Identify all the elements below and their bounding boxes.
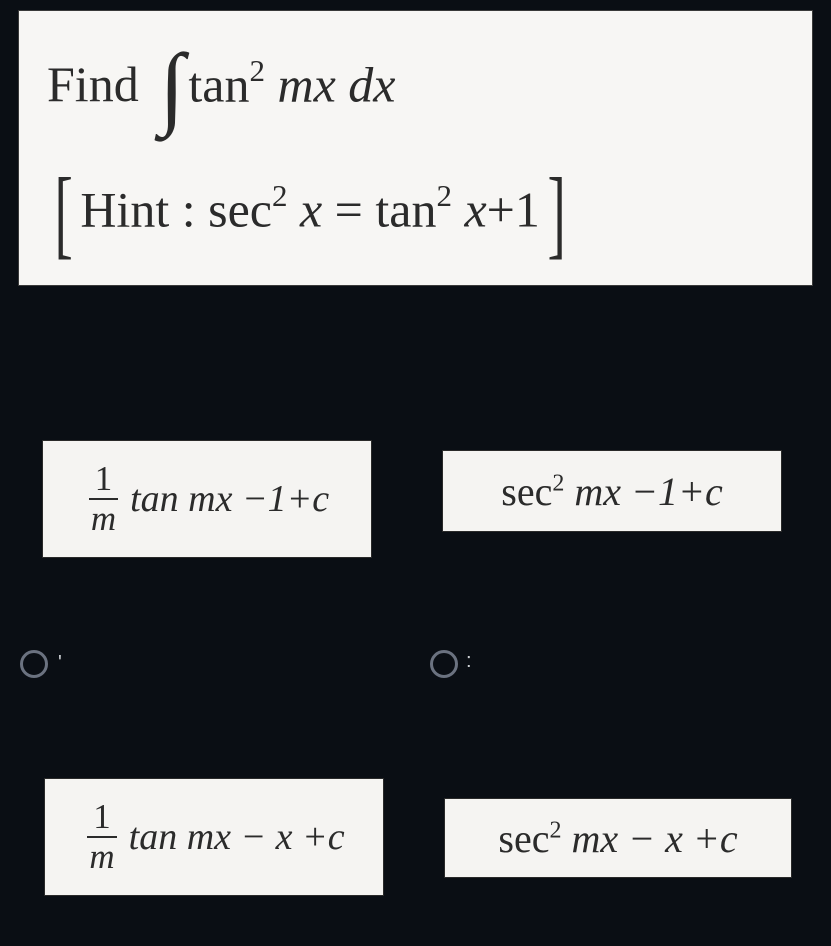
radio-option-2[interactable] xyxy=(430,650,458,678)
hint-rhs-tail: +1 xyxy=(487,182,540,238)
question-box: Find ∫ tan2 mx dx [ Hint : sec2 x = tan2… xyxy=(18,10,813,286)
question-line-1: Find ∫ tan2 mx dx xyxy=(47,29,784,139)
hint-lhs-var: x xyxy=(287,182,322,238)
answer-option-2[interactable]: sec2 mx −1+c xyxy=(442,450,782,532)
answer-3-fraction: 1 m xyxy=(83,800,120,875)
integrand-arg: mx dx xyxy=(265,57,396,113)
hint-eq: = xyxy=(322,182,375,238)
radio-option-1[interactable] xyxy=(20,650,48,678)
left-bracket-icon: [ xyxy=(54,163,72,263)
answer-4-exp: 2 xyxy=(549,817,561,843)
answer-3-num: 1 xyxy=(87,800,116,838)
hint-lhs-exp: 2 xyxy=(272,178,288,213)
answer-option-1[interactable]: 1 m tan mx −1+c xyxy=(42,440,372,558)
answer-option-3[interactable]: 1 m tan mx − x +c xyxy=(44,778,384,896)
find-label: Find xyxy=(47,59,151,109)
answer-2-tail: mx −1+c xyxy=(564,469,722,514)
answer-2-fn: sec xyxy=(501,469,552,514)
answer-2-exp: 2 xyxy=(552,470,564,496)
answer-option-4[interactable]: sec2 mx − x +c xyxy=(444,798,792,878)
right-bracket-icon: ] xyxy=(547,163,565,263)
integrand-exp: 2 xyxy=(250,53,266,88)
question-line-2: [ Hint : sec2 x = tan2 x+1 ] xyxy=(47,149,784,269)
hint-lhs-fn: sec xyxy=(208,182,272,238)
radio-label-1: ' xyxy=(58,652,62,675)
answer-4-fn: sec xyxy=(498,816,549,861)
hint-content: Hint : sec2 x = tan2 x+1 xyxy=(80,183,540,235)
integral-symbol: ∫ xyxy=(159,40,184,132)
answer-1-fraction: 1 m xyxy=(85,462,122,537)
integrand-fn: tan xyxy=(188,57,249,113)
integrand: tan2 mx dx xyxy=(188,58,395,110)
hint-rhs-fn: tan xyxy=(375,182,436,238)
answers-region: 1 m tan mx −1+c sec2 mx −1+c ' : 1 m tan… xyxy=(0,300,831,946)
hint-prefix: Hint : xyxy=(80,182,208,238)
answer-3-body: tan mx − x +c xyxy=(129,815,345,859)
answer-1-num: 1 xyxy=(89,462,118,500)
answer-3-den: m xyxy=(83,838,120,875)
answer-4-content: sec2 mx − x +c xyxy=(498,815,737,862)
answer-1-body: tan mx −1+c xyxy=(130,477,329,521)
answer-1-den: m xyxy=(85,500,122,537)
answer-2-content: sec2 mx −1+c xyxy=(501,468,722,515)
radio-label-2: : xyxy=(466,650,472,673)
hint-rhs-var: x xyxy=(452,182,487,238)
answer-4-tail: mx − x +c xyxy=(561,816,737,861)
hint-rhs-exp: 2 xyxy=(436,178,452,213)
